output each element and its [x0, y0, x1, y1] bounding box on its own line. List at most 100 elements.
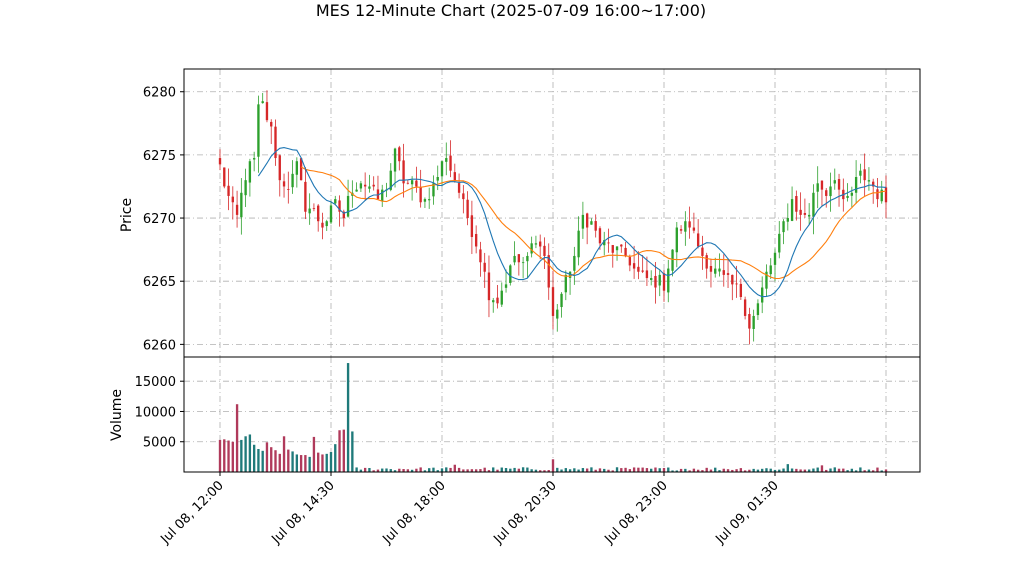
candle-body	[765, 271, 768, 289]
x-axis: Jul 08, 12:00 Jul 08, 14:30 Jul 08, 18:00 J…	[157, 472, 887, 548]
volume-bar	[299, 455, 303, 472]
candle-body	[726, 273, 730, 275]
candle-body	[509, 265, 512, 283]
volume-bar	[688, 470, 691, 472]
volume-bar	[393, 470, 397, 472]
candle-body	[504, 284, 508, 288]
volume-bar	[590, 467, 593, 472]
candle-body	[496, 297, 499, 304]
candle-body	[679, 229, 683, 231]
volume-bar	[752, 468, 755, 472]
volume-bar	[739, 468, 743, 472]
candle-body	[381, 189, 384, 202]
volume-bar	[564, 468, 567, 472]
candle-body	[445, 158, 448, 162]
candle-body	[325, 221, 328, 227]
volume-bar	[568, 469, 572, 472]
volume-bar	[679, 468, 683, 472]
volume-bar	[526, 467, 529, 472]
x-tick-label: Jul 08, 23:00	[601, 478, 670, 547]
candle-body	[590, 221, 593, 225]
candle-body	[393, 148, 397, 172]
candle-body	[743, 299, 747, 316]
volume-bar	[658, 468, 661, 472]
candle-body	[790, 199, 794, 221]
volume-bar	[709, 469, 713, 472]
candle-body	[761, 287, 764, 303]
volume-bar	[312, 436, 316, 472]
volume-bar	[521, 467, 525, 472]
candle-body	[718, 268, 721, 272]
candle-body	[526, 255, 529, 262]
volume-bar	[842, 468, 845, 472]
candle-body	[867, 180, 871, 182]
candle-body	[517, 254, 521, 263]
candle-body	[547, 255, 550, 288]
volume-bar	[240, 439, 243, 472]
candle-body	[624, 247, 627, 256]
volume-bar	[577, 469, 580, 472]
candle-body	[265, 102, 269, 121]
moving-averages	[257, 147, 887, 298]
candle-body	[628, 257, 632, 266]
volume-bar	[355, 467, 358, 472]
volume-bar	[329, 452, 333, 472]
volume-bar	[603, 468, 606, 472]
volume-bar	[846, 470, 849, 472]
volume-bar	[867, 469, 871, 472]
candle-body	[884, 187, 888, 203]
volume-bar	[227, 440, 230, 472]
candle-body	[483, 262, 486, 272]
volume-bar	[462, 469, 465, 472]
candle-body	[825, 190, 828, 196]
volume-bar	[376, 469, 380, 472]
volume-bar	[872, 470, 875, 472]
candle-body	[769, 265, 772, 275]
price-grid	[184, 69, 920, 357]
candle-body	[342, 211, 345, 219]
volume-bar	[543, 470, 546, 472]
volume-bar	[547, 470, 550, 472]
candle-body	[248, 161, 252, 183]
candle-body	[317, 205, 320, 222]
candle-body	[227, 185, 230, 196]
candle-body	[795, 196, 798, 212]
candle-body	[346, 195, 350, 217]
candle-body	[671, 249, 674, 271]
volume-bar	[436, 470, 439, 472]
candle-body	[637, 266, 640, 272]
volume-bar	[492, 467, 495, 472]
volume-bar	[876, 467, 879, 472]
volume-bar	[585, 468, 589, 472]
volume-bar	[381, 468, 384, 472]
candle-body	[607, 242, 610, 244]
candle-body	[389, 170, 392, 190]
volume-bar	[884, 469, 888, 472]
candle-body	[287, 189, 290, 190]
volume-bars	[218, 363, 888, 472]
volume-bar	[278, 453, 281, 472]
candle-body	[662, 273, 666, 291]
candle-body	[261, 101, 264, 104]
volume-bar	[410, 469, 414, 472]
ma-fast-line	[257, 147, 887, 298]
volume-tick-label: 5000	[143, 436, 176, 451]
candle-body	[428, 199, 431, 201]
volume-y-axis: 5000 10000 15000	[135, 375, 184, 451]
volume-bar	[509, 468, 512, 472]
volume-bar	[650, 468, 653, 472]
candle-body	[487, 272, 491, 301]
candle-body	[854, 177, 858, 193]
volume-bar	[539, 470, 542, 472]
volume-bar	[645, 468, 649, 472]
candle-body	[274, 126, 277, 159]
candle-body	[692, 227, 696, 231]
candle-body	[714, 268, 717, 274]
volume-bar	[684, 468, 687, 472]
candle-body	[603, 240, 606, 246]
candle-body	[334, 199, 337, 204]
x-tick-label: Jul 09, 01:30	[712, 478, 781, 547]
price-axis-label: Price	[119, 198, 135, 232]
volume-bar	[701, 470, 704, 472]
